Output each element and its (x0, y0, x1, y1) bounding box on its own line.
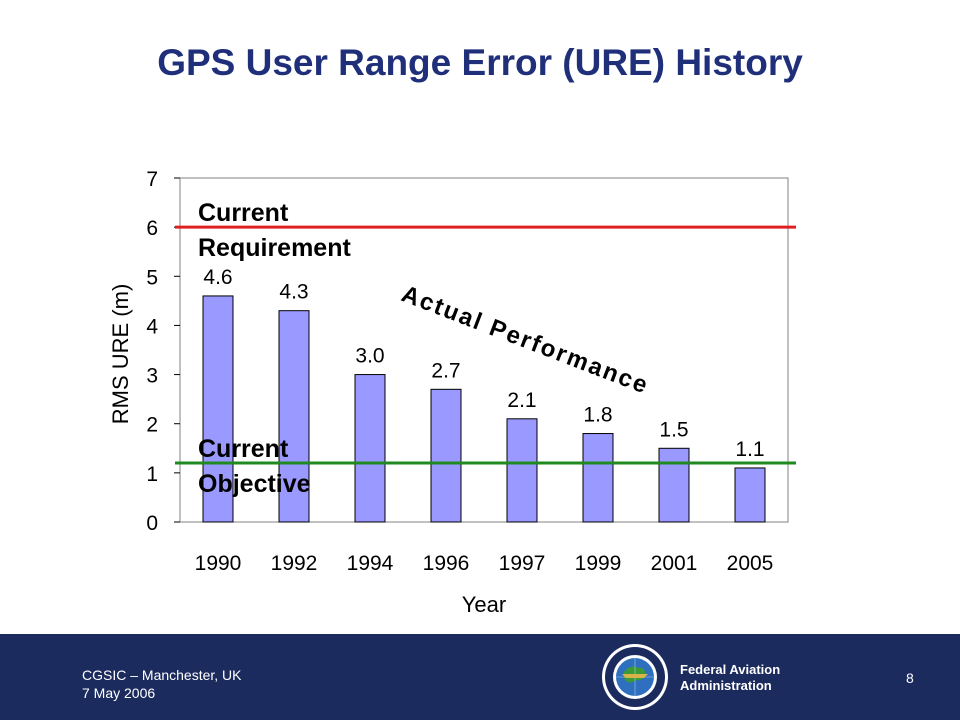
reference-label-line1: Current (198, 435, 289, 463)
data-label-2005: 1.1 (735, 438, 764, 461)
data-label-1992: 4.3 (279, 281, 308, 304)
x-tick-label: 1999 (575, 552, 622, 575)
x-tick-label: 1994 (347, 552, 394, 575)
data-label-1994: 3.0 (355, 345, 384, 368)
reference-label-line2: Objective (198, 470, 311, 498)
y-tick-label: 7 (146, 168, 158, 191)
slide-title: GPS User Range Error (URE) History (157, 42, 803, 83)
y-tick-label: 4 (146, 315, 158, 338)
footer-event-info: CGSIC – Manchester, UK 7 May 2006 (82, 666, 242, 702)
bars-group: 4.6 4.3 3.0 2.7 2.1 1.8 1.5 1.1 (202, 266, 766, 523)
y-tick-label: 3 (146, 365, 158, 388)
y-tick-label: 6 (146, 217, 158, 240)
data-label-1996: 2.7 (431, 359, 460, 382)
data-label-1999: 1.8 (583, 404, 612, 427)
footer-agency-line2: Administration (680, 678, 772, 693)
y-tick-label: 1 (146, 463, 158, 486)
plot-frame (179, 177, 789, 523)
y-axis: 0 1 2 3 4 5 6 7 (146, 168, 789, 535)
footer-bar: CGSIC – Manchester, UK 7 May 2006 Federa… (0, 634, 960, 720)
bar-1999 (582, 433, 614, 523)
reference-label-line1: Current (198, 199, 289, 227)
bar-1997 (506, 418, 538, 523)
bar-2005 (734, 467, 766, 523)
bar-2001 (658, 447, 690, 523)
reference-label-line2: Requirement (198, 234, 351, 262)
y-tick-label: 5 (146, 266, 158, 289)
x-tick-label: 1997 (499, 552, 546, 575)
bar-1990 (202, 295, 234, 523)
data-label-2001: 1.5 (659, 418, 688, 441)
x-axis-title: Year (462, 592, 506, 617)
x-tick-label: 1990 (195, 552, 242, 575)
bar-1994 (354, 374, 386, 523)
bar-1992 (278, 310, 310, 523)
x-tick-label: 2001 (651, 552, 698, 575)
x-tick-label: 1992 (271, 552, 318, 575)
reference-lines: Current Requirement Current Objective (175, 199, 796, 498)
footer-agency: Federal Aviation Administration (680, 662, 780, 694)
y-tick-label: 0 (146, 512, 158, 535)
footer-date: 7 May 2006 (82, 685, 156, 701)
data-label-1990: 4.6 (203, 266, 232, 289)
x-tick-label: 1996 (423, 552, 470, 575)
faa-seal-icon (602, 644, 668, 710)
footer-event: CGSIC – Manchester, UK (82, 667, 242, 683)
data-label-1997: 2.1 (507, 389, 536, 412)
x-tick-label: 2005 (727, 552, 774, 575)
footer-agency-line1: Federal Aviation (680, 662, 781, 677)
bar-1996 (430, 388, 462, 523)
page-number: 8 (906, 670, 914, 686)
x-axis: 1990 1992 1994 1996 1997 1999 2001 2005 (195, 552, 774, 575)
y-axis-title: RMS URE (m) (108, 284, 133, 425)
y-tick-label: 2 (146, 414, 158, 437)
